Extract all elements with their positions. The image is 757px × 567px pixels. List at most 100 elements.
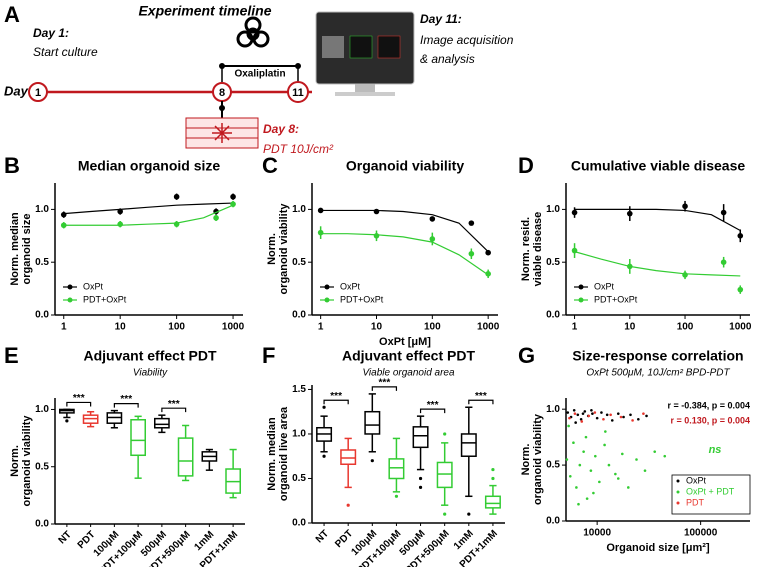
y-axis-label: Norm. median bbox=[266, 417, 278, 491]
y-tick-label: 0.5 bbox=[292, 473, 306, 484]
y-tick-label: 0.0 bbox=[35, 310, 49, 321]
significance-label: *** bbox=[330, 391, 342, 402]
x-axis-label: Organoid size [μm²] bbox=[606, 542, 710, 554]
data-point bbox=[578, 463, 582, 467]
outlier bbox=[65, 419, 69, 423]
y-tick-label: 0.5 bbox=[546, 257, 560, 268]
data-point bbox=[213, 215, 219, 221]
significance-bracket bbox=[323, 399, 349, 405]
x-tick-label: 10 bbox=[371, 322, 383, 333]
panel-subtitle: OxPt 500μM, 10J/cm² BPD-PDT bbox=[586, 368, 730, 379]
data-point bbox=[626, 210, 633, 217]
box bbox=[388, 458, 405, 480]
panel-letter: F bbox=[262, 343, 275, 368]
outlier bbox=[346, 503, 350, 507]
panel-title: Size-response correlation bbox=[572, 348, 743, 364]
data-point bbox=[317, 229, 324, 236]
data-point bbox=[173, 221, 180, 227]
x-tick-label: 100 bbox=[168, 322, 185, 333]
data-point bbox=[602, 417, 605, 421]
day-text: & analysis bbox=[420, 52, 475, 66]
data-point bbox=[485, 249, 491, 256]
data-point bbox=[609, 413, 612, 417]
data-point bbox=[117, 208, 123, 215]
data-point bbox=[604, 430, 607, 433]
outlier bbox=[418, 476, 423, 481]
y-tick-label: 0.0 bbox=[546, 310, 560, 321]
panel-letter: D bbox=[518, 153, 534, 178]
connector-dot bbox=[219, 105, 225, 111]
y-tick-label: 1.0 bbox=[546, 204, 560, 215]
y-axis-label: viable disease bbox=[532, 212, 544, 287]
y-axis-label: organoid viability bbox=[278, 203, 290, 295]
legend-marker bbox=[578, 284, 584, 290]
panel-letter: A bbox=[4, 2, 20, 27]
data-point bbox=[582, 450, 585, 453]
y-axis-label: Norm. resid. bbox=[520, 217, 532, 281]
legend-marker bbox=[676, 479, 680, 483]
x-tick-label: 10 bbox=[115, 322, 127, 333]
data-point bbox=[485, 271, 491, 277]
panel-title: Cumulative viable disease bbox=[571, 158, 746, 174]
data-point bbox=[583, 410, 587, 413]
data-point bbox=[737, 233, 744, 239]
data-point bbox=[643, 469, 647, 472]
legend-label: PDT+OxPt bbox=[340, 294, 384, 304]
data-point bbox=[626, 263, 633, 270]
data-point bbox=[600, 411, 603, 414]
y-axis-label: Norm. bbox=[9, 445, 21, 477]
panel-letter: B bbox=[4, 153, 20, 178]
monitor-icon bbox=[315, 11, 415, 96]
y-axis-label: organoid viability bbox=[21, 415, 33, 507]
legend-marker bbox=[324, 284, 330, 290]
panel-title: Adjuvant effect PDT bbox=[342, 348, 475, 364]
significance-bracket bbox=[371, 386, 398, 391]
legend-label: PDT+OxPt bbox=[594, 294, 638, 304]
legend-label: PDT+OxPt bbox=[83, 294, 127, 304]
x-tick-label: 10 bbox=[624, 322, 636, 333]
outlier bbox=[443, 512, 447, 516]
significance-label: *** bbox=[73, 393, 85, 404]
legend-marker bbox=[676, 501, 680, 505]
legend-label: OxPt bbox=[686, 475, 707, 485]
data-point bbox=[429, 236, 436, 242]
legend-label: OxPt bbox=[594, 281, 615, 291]
data-point bbox=[595, 416, 599, 420]
timeline-title: Experiment timeline bbox=[138, 3, 271, 19]
panel-letter: C bbox=[262, 153, 278, 178]
data-point bbox=[622, 415, 625, 419]
x-tick-label: 1 bbox=[61, 322, 67, 333]
significance-label: *** bbox=[475, 391, 487, 402]
bracket-dot bbox=[219, 63, 225, 69]
data-point bbox=[629, 413, 632, 417]
box bbox=[130, 419, 146, 457]
data-point bbox=[720, 259, 727, 266]
significance-label: *** bbox=[427, 400, 439, 411]
data-point bbox=[571, 247, 578, 254]
significance-label: *** bbox=[168, 399, 180, 410]
data-point bbox=[574, 421, 577, 424]
panel-subtitle: Viable organoid area bbox=[362, 368, 455, 379]
data-point bbox=[663, 454, 667, 458]
significance-label: *** bbox=[379, 378, 391, 389]
data-point bbox=[60, 222, 67, 229]
outlier bbox=[491, 467, 495, 472]
data-point bbox=[230, 193, 236, 200]
data-point bbox=[720, 209, 727, 216]
box bbox=[177, 437, 194, 477]
data-point bbox=[584, 435, 588, 439]
y-tick-label: 0.0 bbox=[292, 518, 306, 529]
data-point bbox=[605, 413, 609, 417]
day-number: 8 bbox=[219, 87, 225, 99]
data-point bbox=[468, 220, 475, 226]
y-tick-label: 1.0 bbox=[35, 404, 49, 415]
panel-title: Median organoid size bbox=[78, 158, 221, 174]
box bbox=[412, 426, 429, 449]
data-point bbox=[317, 207, 324, 214]
data-point bbox=[579, 417, 583, 421]
data-point bbox=[117, 221, 123, 227]
day-text: Start culture bbox=[33, 45, 98, 59]
data-point bbox=[619, 415, 623, 419]
panel-letter: E bbox=[4, 343, 19, 368]
